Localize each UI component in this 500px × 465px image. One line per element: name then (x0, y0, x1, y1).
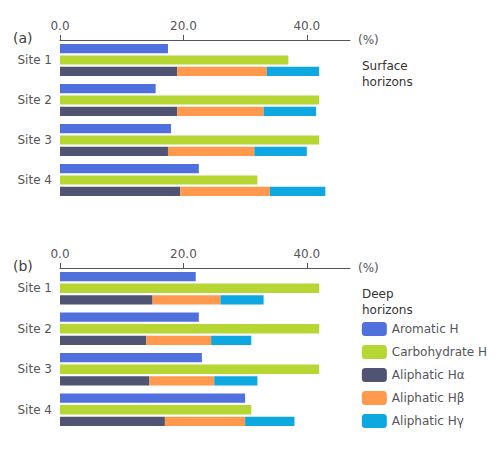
svg-text:(%): (%) (358, 33, 379, 47)
svg-text:0.0: 0.0 (50, 247, 69, 261)
svg-text:horizons: horizons (362, 75, 413, 89)
svg-text:Aliphatic Hα: Aliphatic Hα (392, 368, 465, 382)
svg-text:Carbohydrate H: Carbohydrate H (392, 345, 487, 359)
svg-text:Site 4: Site 4 (18, 173, 53, 187)
svg-text:Site 1: Site 1 (18, 281, 53, 295)
svg-text:Site 2: Site 2 (18, 322, 53, 336)
svg-text:20.0: 20.0 (170, 19, 197, 33)
svg-text:Surface: Surface (362, 59, 408, 73)
svg-text:Aliphatic Hγ: Aliphatic Hγ (392, 414, 464, 428)
svg-text:Aromatic H: Aromatic H (392, 322, 459, 336)
svg-text:(a): (a) (13, 30, 33, 46)
svg-text:Site 3: Site 3 (18, 362, 53, 376)
svg-text:Aliphatic Hβ: Aliphatic Hβ (392, 391, 465, 405)
svg-text:0.0: 0.0 (50, 19, 69, 33)
svg-text:(b): (b) (13, 258, 33, 274)
svg-text:Site 3: Site 3 (18, 133, 53, 147)
svg-text:horizons: horizons (362, 303, 413, 317)
svg-text:20.0: 20.0 (170, 247, 197, 261)
svg-text:40.0: 40.0 (293, 19, 320, 33)
svg-text:Site 2: Site 2 (18, 93, 53, 107)
svg-text:40.0: 40.0 (293, 247, 320, 261)
svg-text:(%): (%) (358, 261, 379, 275)
svg-text:Deep: Deep (362, 287, 394, 301)
svg-text:Site 1: Site 1 (18, 53, 53, 67)
svg-text:Site 4: Site 4 (18, 403, 53, 417)
